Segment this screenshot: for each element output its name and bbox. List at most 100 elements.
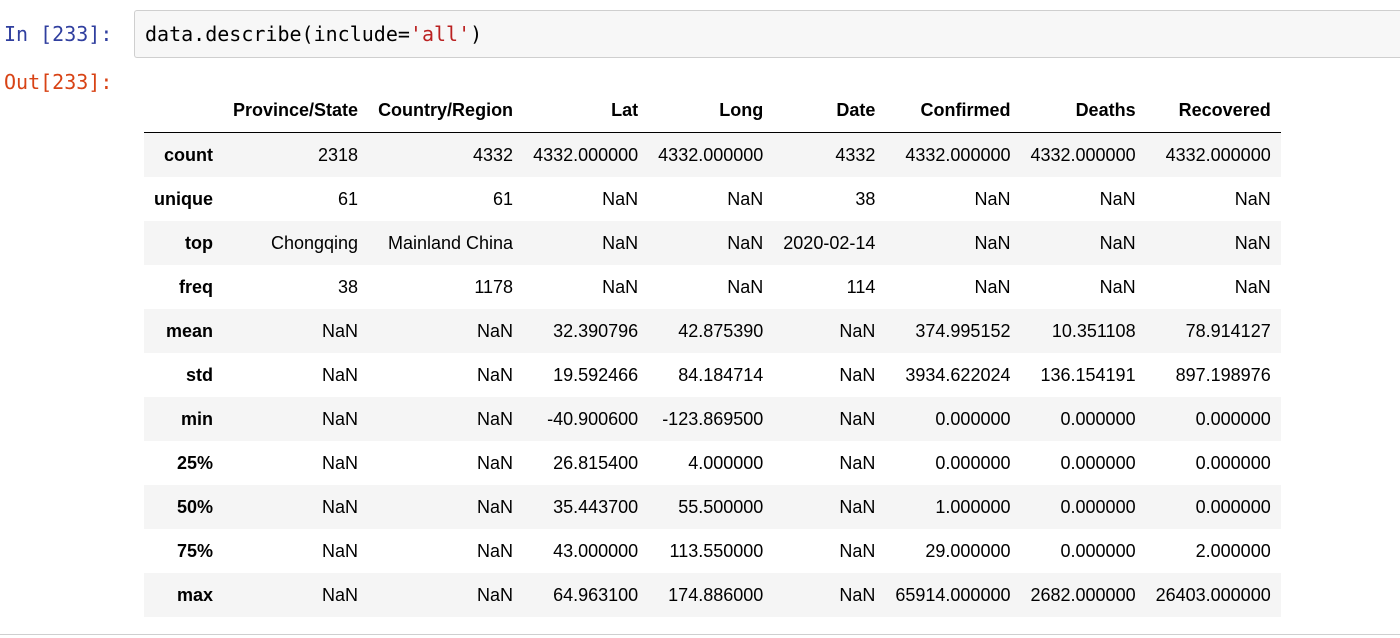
table-row: 75% NaN NaN 43.000000 113.550000 NaN 29.000000…: [144, 529, 1281, 573]
column-header: Long: [648, 88, 774, 133]
code-text[interactable]: data.describe(include='all'): [145, 22, 482, 46]
table-row: min NaN NaN -40.900600 -123.869500 NaN 0.00000…: [144, 397, 1281, 441]
column-header: Confirmed: [885, 88, 1021, 133]
table-cell: 35.443700: [553, 496, 639, 517]
table-cell: 19.592466: [553, 364, 639, 385]
table-cell: NaN: [727, 276, 764, 297]
table-cell: 0.000000: [1195, 408, 1271, 429]
cell-divider: [0, 634, 1400, 635]
table-cell: 4332.000000: [533, 144, 639, 165]
column-header: Deaths: [1020, 88, 1146, 133]
row-index-label: top: [185, 232, 213, 253]
column-header: Date: [773, 88, 886, 133]
code-string-literal: 'all': [409, 22, 471, 46]
row-index-label: 75%: [176, 540, 213, 561]
row-index-label: mean: [165, 320, 213, 341]
row-index-label: 25%: [176, 452, 213, 473]
column-header: Lat: [523, 88, 649, 133]
table-cell: 897.198976: [1175, 364, 1271, 385]
table-cell: 4332: [473, 144, 514, 165]
table-cell: NaN: [839, 364, 876, 385]
table-cell: 78.914127: [1185, 320, 1271, 341]
table-cell: 61: [493, 188, 514, 209]
table-row: max NaN NaN 64.963100 174.886000 NaN 65914.000…: [144, 573, 1281, 617]
table-cell: 26.815400: [553, 452, 639, 473]
table-cell: NaN: [477, 364, 514, 385]
table-row: unique 61 61 NaN NaN 38 NaN NaN NaN: [144, 177, 1281, 221]
table-cell: Mainland China: [387, 232, 514, 253]
table-cell: 136.154191: [1040, 364, 1136, 385]
table-header: Province/State Country/Region Lat Long Date C…: [144, 88, 1281, 133]
table-row: 50% NaN NaN 35.443700 55.500000 NaN 1.000000 0.…: [144, 485, 1281, 529]
table-cell: 113.550000: [669, 540, 764, 561]
table-cell: NaN: [727, 232, 764, 253]
table-cell: NaN: [477, 540, 514, 561]
table-cell: NaN: [839, 496, 876, 517]
table-cell: NaN: [839, 584, 876, 605]
table-cell: NaN: [974, 232, 1011, 253]
table-cell: 4332.000000: [1030, 144, 1136, 165]
table-cell: NaN: [839, 540, 876, 561]
table-cell: 4332.000000: [905, 144, 1011, 165]
table-cell: NaN: [322, 496, 359, 517]
table-cell: 2318: [318, 144, 359, 165]
table-cell: NaN: [602, 188, 639, 209]
table-cell: NaN: [477, 408, 514, 429]
table-cell: 374.995152: [915, 320, 1011, 341]
table-cell: 1178: [474, 276, 514, 297]
table-cell: 4.000000: [688, 452, 764, 473]
code-close-paren: ): [470, 22, 483, 46]
row-index-label: min: [180, 408, 213, 429]
row-index-label: freq: [178, 276, 213, 297]
table-cell: NaN: [974, 276, 1011, 297]
table-cell: NaN: [1234, 276, 1271, 297]
table-cell: 38: [338, 276, 359, 297]
table-cell: NaN: [1099, 276, 1136, 297]
table-cell: 2682.000000: [1030, 584, 1136, 605]
column-header: Province/State: [223, 88, 369, 133]
table-cell: 2020-02-14: [783, 232, 876, 253]
input-prompt: In [233]:: [4, 22, 113, 46]
table-cell: NaN: [1099, 188, 1136, 209]
table-cell: NaN: [477, 452, 514, 473]
table-cell: NaN: [322, 408, 359, 429]
table-cell: 0.000000: [1060, 540, 1136, 561]
table-cell: 0.000000: [1060, 452, 1136, 473]
table-cell: 0.000000: [1195, 452, 1271, 473]
row-index-label: unique: [154, 188, 213, 209]
table-cell: 3934.622024: [905, 364, 1011, 385]
table-cell: NaN: [322, 584, 359, 605]
table-cell: 4332: [835, 144, 876, 165]
table-row: 25% NaN NaN 26.815400 4.000000 NaN 0.000000 0.0…: [144, 441, 1281, 485]
row-index-label: max: [176, 584, 213, 605]
table-cell: 61: [338, 188, 359, 209]
table-cell: 55.500000: [678, 496, 764, 517]
table-cell: NaN: [839, 320, 876, 341]
index-header: [144, 88, 223, 133]
table-cell: -123.869500: [662, 408, 764, 429]
output-area: Province/State Country/Region Lat Long Date C…: [144, 88, 1281, 617]
table-cell: NaN: [322, 320, 359, 341]
table-row: top Chongqing Mainland China NaN NaN 2020-02-…: [144, 221, 1281, 265]
code-call: data.describe(include=: [145, 22, 410, 46]
table-cell: NaN: [1099, 232, 1136, 253]
code-cell-input[interactable]: data.describe(include='all'): [134, 10, 1400, 58]
table-row: count 2318 4332 4332.000000 4332.000000 4332 4…: [144, 132, 1281, 177]
column-header: Country/Region: [368, 88, 524, 133]
table-cell: -40.900600: [547, 408, 639, 429]
table-cell: NaN: [974, 188, 1011, 209]
table-cell: NaN: [839, 452, 876, 473]
table-cell: NaN: [839, 408, 876, 429]
table-cell: 26403.000000: [1155, 584, 1271, 605]
table-cell: 84.184714: [678, 364, 764, 385]
table-cell: 32.390796: [553, 320, 639, 341]
row-index-label: count: [164, 144, 213, 165]
row-index-label: 50%: [176, 496, 213, 517]
table-row: mean NaN NaN 32.390796 42.875390 NaN 374.99515…: [144, 309, 1281, 353]
column-header: Recovered: [1145, 88, 1281, 133]
table-cell: 0.000000: [1060, 408, 1136, 429]
describe-dataframe: Province/State Country/Region Lat Long Date C…: [144, 88, 1281, 617]
table-cell: NaN: [477, 496, 514, 517]
table-cell: NaN: [602, 276, 639, 297]
table-cell: Chongqing: [270, 232, 359, 253]
